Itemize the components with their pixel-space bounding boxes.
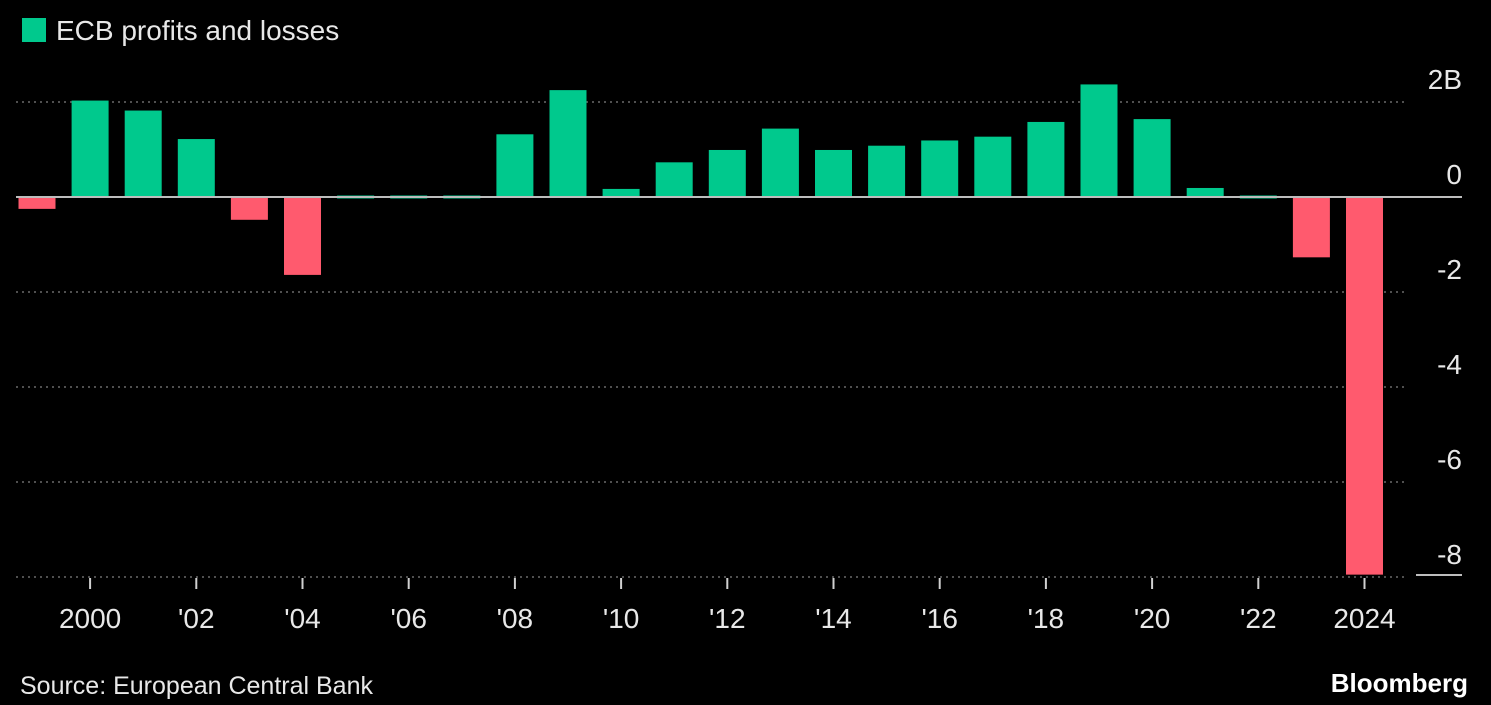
x-tick-label-3: '06 — [390, 603, 427, 634]
bar-2021 — [1186, 187, 1224, 197]
bar-2011 — [655, 162, 693, 197]
bar-2010 — [602, 188, 640, 197]
x-tick-label-6: '12 — [709, 603, 746, 634]
x-tick-label-8: '16 — [921, 603, 958, 634]
bars — [18, 84, 1383, 575]
bar-2016 — [921, 140, 959, 197]
y-tick-label-5: -8 — [1437, 539, 1462, 570]
legend-swatch — [22, 18, 46, 42]
bar-2017 — [974, 136, 1012, 197]
bar-2000 — [71, 100, 109, 197]
bar-2018 — [1027, 121, 1065, 197]
bar-2014 — [815, 149, 852, 197]
bar-2002 — [177, 139, 215, 197]
bar-2003 — [230, 197, 268, 220]
bar-2019 — [1080, 84, 1118, 197]
legend: ECB profits and losses — [22, 15, 339, 46]
bar-2020 — [1133, 119, 1171, 197]
gridlines — [16, 101, 1408, 578]
bar-2001 — [124, 110, 162, 197]
source-note: Source: European Central Bank — [20, 672, 373, 700]
axes — [16, 196, 1462, 589]
x-tick-label-7: '14 — [815, 603, 852, 634]
y-tick-label-0: 2B — [1428, 64, 1462, 95]
bar-2009 — [549, 90, 587, 197]
y-tick-label-4: -6 — [1437, 444, 1462, 475]
x-tick-label-0: 2000 — [59, 603, 121, 634]
bar-2023 — [1292, 197, 1330, 258]
bloomberg-logo: Bloomberg — [1331, 668, 1468, 698]
bar-2008 — [496, 134, 534, 197]
y-tick-label-1: 0 — [1446, 159, 1462, 190]
bar-2024 — [1346, 197, 1383, 575]
bar-2013 — [761, 128, 799, 197]
y-tick-label-3: -4 — [1437, 349, 1462, 380]
x-tick-label-5: '10 — [603, 603, 640, 634]
x-tick-label-12: 2024 — [1333, 603, 1395, 634]
bar-2015 — [868, 145, 906, 197]
y-tick-label-2: -2 — [1437, 254, 1462, 285]
bar-1999 — [18, 197, 56, 209]
bar-2004 — [284, 197, 321, 275]
x-tick-label-2: '04 — [284, 603, 321, 634]
x-tick-label-10: '20 — [1134, 603, 1171, 634]
x-axis-tick-labels: 2000 '02 '04 '06 '08 '10 '12 '14 '16 '18 '20 '22 202… — [59, 603, 1396, 634]
x-tick-label-11: '22 — [1240, 603, 1277, 634]
x-tick-label-4: '08 — [497, 603, 534, 634]
x-tick-label-1: '02 — [178, 603, 215, 634]
legend-label: ECB profits and losses — [56, 15, 339, 46]
bar-2012 — [708, 149, 746, 197]
x-tick-label-9: '18 — [1028, 603, 1065, 634]
y-axis-tick-labels: 2B 0 -2 -4 -6 -8 — [1428, 64, 1462, 570]
